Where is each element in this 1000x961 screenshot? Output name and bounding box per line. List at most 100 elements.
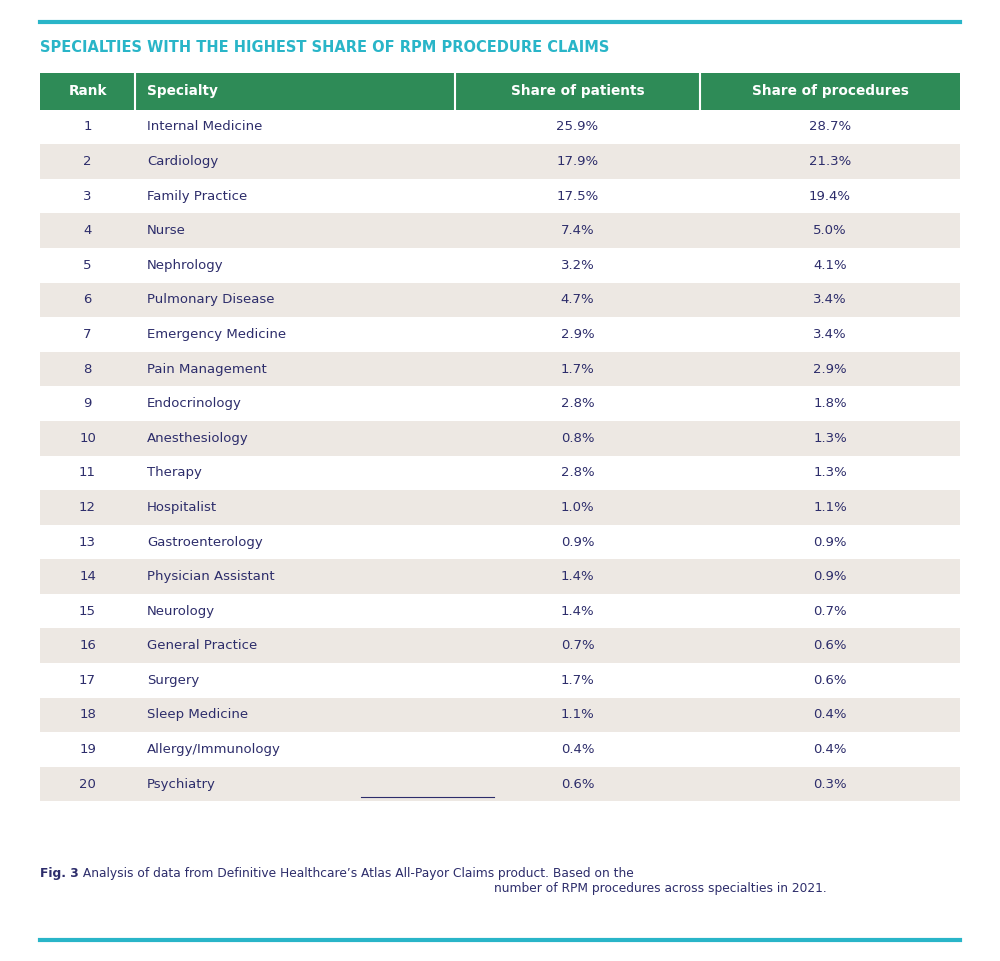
Text: 3: 3: [83, 189, 92, 203]
Text: 5: 5: [83, 259, 92, 272]
Text: Nurse: Nurse: [147, 224, 186, 237]
Text: 11: 11: [79, 466, 96, 480]
Text: Emergency Medicine: Emergency Medicine: [147, 328, 286, 341]
Text: 7.4%: 7.4%: [561, 224, 594, 237]
Text: 3.4%: 3.4%: [813, 293, 847, 307]
Text: 1.4%: 1.4%: [561, 604, 594, 618]
Text: Fig. 3: Fig. 3: [40, 867, 79, 880]
Text: 2.9%: 2.9%: [813, 362, 847, 376]
Text: Hospitalist: Hospitalist: [147, 501, 217, 514]
Bar: [40, 317, 960, 352]
Text: 0.9%: 0.9%: [561, 535, 594, 549]
Text: 3.4%: 3.4%: [813, 328, 847, 341]
Text: 1.7%: 1.7%: [561, 674, 594, 687]
Text: Allergy/Immunology: Allergy/Immunology: [147, 743, 281, 756]
Text: 12: 12: [79, 501, 96, 514]
Text: Share of procedures: Share of procedures: [752, 85, 908, 98]
Text: 4.1%: 4.1%: [813, 259, 847, 272]
Text: 7: 7: [83, 328, 92, 341]
Text: 28.7%: 28.7%: [809, 120, 851, 134]
Text: Family Practice: Family Practice: [147, 189, 247, 203]
Text: 18: 18: [79, 708, 96, 722]
Text: 0.6%: 0.6%: [813, 674, 847, 687]
Text: Internal Medicine: Internal Medicine: [147, 120, 262, 134]
Text: 1.0%: 1.0%: [561, 501, 594, 514]
Bar: [40, 283, 960, 317]
Text: Surgery: Surgery: [147, 674, 199, 687]
Text: 0.4%: 0.4%: [813, 743, 847, 756]
Bar: [40, 525, 960, 559]
Text: 0.6%: 0.6%: [561, 777, 594, 791]
Text: Pulmonary Disease: Pulmonary Disease: [147, 293, 274, 307]
Text: SPECIALTIES WITH THE HIGHEST SHARE OF RPM PROCEDURE CLAIMS: SPECIALTIES WITH THE HIGHEST SHARE OF RP…: [40, 40, 609, 56]
Text: 0.7%: 0.7%: [813, 604, 847, 618]
Text: General Practice: General Practice: [147, 639, 257, 653]
Text: 0.9%: 0.9%: [813, 535, 847, 549]
Text: Cardiology: Cardiology: [147, 155, 218, 168]
Bar: [40, 456, 960, 490]
Bar: [455, 73, 700, 110]
Bar: [40, 594, 960, 628]
Text: 0.3%: 0.3%: [813, 777, 847, 791]
Text: 1.4%: 1.4%: [561, 570, 594, 583]
Text: 0.6%: 0.6%: [813, 639, 847, 653]
Text: Analysis of data from Definitive Healthcare’s: Analysis of data from Definitive Healthc…: [79, 867, 361, 880]
Text: 0.8%: 0.8%: [561, 431, 594, 445]
Text: 4.7%: 4.7%: [561, 293, 594, 307]
Text: 2: 2: [83, 155, 92, 168]
Text: 2.8%: 2.8%: [561, 466, 594, 480]
Text: 1.3%: 1.3%: [813, 431, 847, 445]
Bar: [40, 248, 960, 283]
Text: Nephrology: Nephrology: [147, 259, 224, 272]
Text: Rank: Rank: [68, 85, 107, 98]
Bar: [40, 73, 135, 110]
Bar: [40, 767, 960, 801]
Text: 15: 15: [79, 604, 96, 618]
Text: 1.7%: 1.7%: [561, 362, 594, 376]
Text: Atlas All-Payor Claims: Atlas All-Payor Claims: [361, 867, 494, 880]
Text: 1.8%: 1.8%: [813, 397, 847, 410]
Text: Anesthesiology: Anesthesiology: [147, 431, 249, 445]
Text: 10: 10: [79, 431, 96, 445]
Text: 0.4%: 0.4%: [813, 708, 847, 722]
Bar: [40, 386, 960, 421]
Bar: [40, 179, 960, 213]
Text: 4: 4: [83, 224, 92, 237]
Bar: [40, 559, 960, 594]
Text: Physician Assistant: Physician Assistant: [147, 570, 275, 583]
Bar: [40, 663, 960, 698]
Text: Endocrinology: Endocrinology: [147, 397, 242, 410]
Text: 19.4%: 19.4%: [809, 189, 851, 203]
Text: 0.7%: 0.7%: [561, 639, 594, 653]
Text: 0.9%: 0.9%: [813, 570, 847, 583]
Text: Therapy: Therapy: [147, 466, 202, 480]
Bar: [40, 144, 960, 179]
Text: 1: 1: [83, 120, 92, 134]
Text: 2.9%: 2.9%: [561, 328, 594, 341]
Text: 17: 17: [79, 674, 96, 687]
Text: product. Based on the
number of RPM procedures across specialties in 2021.: product. Based on the number of RPM proc…: [494, 867, 827, 895]
Text: 17.9%: 17.9%: [556, 155, 599, 168]
Bar: [40, 213, 960, 248]
Text: 16: 16: [79, 639, 96, 653]
Text: 3.2%: 3.2%: [561, 259, 594, 272]
Bar: [40, 732, 960, 767]
Text: 6: 6: [83, 293, 92, 307]
Text: Sleep Medicine: Sleep Medicine: [147, 708, 248, 722]
Bar: [40, 352, 960, 386]
Bar: [40, 698, 960, 732]
Text: 21.3%: 21.3%: [809, 155, 851, 168]
Text: 1.3%: 1.3%: [813, 466, 847, 480]
Bar: [135, 73, 455, 110]
Text: 17.5%: 17.5%: [556, 189, 599, 203]
Text: 8: 8: [83, 362, 92, 376]
Bar: [40, 490, 960, 525]
Text: Pain Management: Pain Management: [147, 362, 267, 376]
Text: 14: 14: [79, 570, 96, 583]
Text: 25.9%: 25.9%: [556, 120, 599, 134]
Text: Specialty: Specialty: [147, 85, 218, 98]
Text: 13: 13: [79, 535, 96, 549]
Text: 19: 19: [79, 743, 96, 756]
Bar: [40, 628, 960, 663]
Text: Gastroenterology: Gastroenterology: [147, 535, 263, 549]
